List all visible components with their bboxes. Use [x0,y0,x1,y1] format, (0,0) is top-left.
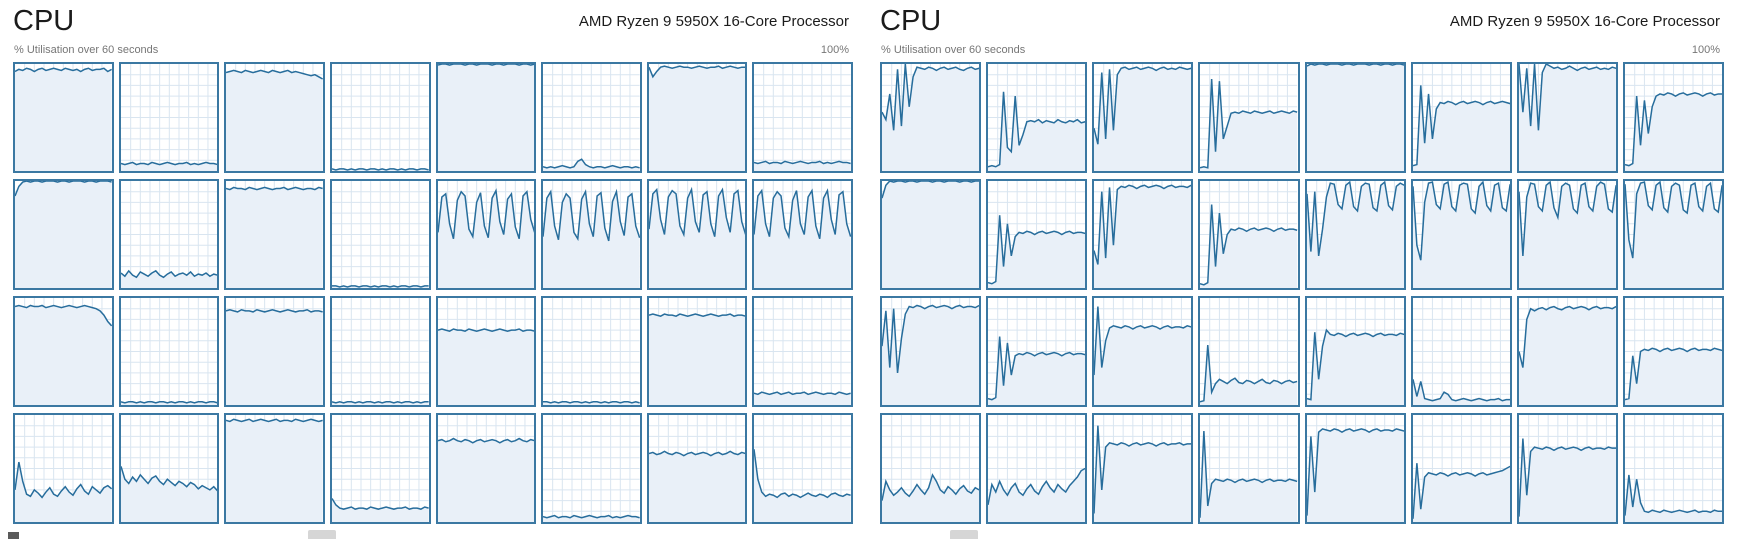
cpu-panel-right: CPU AMD Ryzen 9 5950X 16-Core Processor … [880,0,1724,539]
cpu-core-graph[interactable] [329,62,431,173]
cpu-core-graph[interactable] [1304,62,1406,173]
cpu-core-graph[interactable] [541,296,642,407]
cpu-core-graph[interactable] [646,179,748,290]
cpu-core-graph[interactable] [1198,62,1300,173]
cpu-core-graph[interactable] [224,62,325,173]
cpu-core-graph[interactable] [986,179,1088,290]
cpu-core-graph[interactable] [435,62,537,173]
scale-max-label: 100% [820,44,849,56]
cpu-core-graph[interactable] [435,413,537,524]
cpu-core-graph[interactable] [1304,413,1406,524]
cpu-core-graph[interactable] [880,62,982,173]
cpu-core-graph[interactable] [1622,62,1724,173]
cpu-core-graph[interactable] [646,296,748,407]
cpu-core-graph[interactable] [329,413,431,524]
taskbar-peek-artifact [950,530,978,539]
cpu-core-graph[interactable] [541,62,642,173]
cpu-core-graph[interactable] [329,296,431,407]
cpu-core-graph[interactable] [986,62,1088,173]
cpu-core-graph[interactable] [224,179,325,290]
cpu-core-graph[interactable] [1304,179,1406,290]
processor-name: AMD Ryzen 9 5950X 16-Core Processor [578,13,849,30]
cpu-core-graph[interactable] [1516,179,1618,290]
cpu-core-graph[interactable] [752,296,853,407]
cpu-core-graph[interactable] [224,413,325,524]
panel-subheader: % Utilisation over 60 seconds 100% [13,44,853,60]
cpu-core-graph[interactable] [752,179,853,290]
panel-header: CPU AMD Ryzen 9 5950X 16-Core Processor [13,4,853,44]
cpu-core-graph[interactable] [1410,62,1512,173]
cpu-core-graph[interactable] [1198,296,1300,407]
cpu-core-graph[interactable] [1304,296,1406,407]
cpu-core-graph[interactable] [541,413,642,524]
cpu-core-graph[interactable] [1092,296,1194,407]
cpu-core-graph[interactable] [986,296,1088,407]
cpu-core-graph[interactable] [1198,179,1300,290]
cpu-core-graph[interactable] [118,179,220,290]
cpu-core-graph[interactable] [1516,413,1618,524]
cpu-core-graph[interactable] [646,413,748,524]
cpu-core-graph[interactable] [1410,179,1512,290]
cpu-core-graph[interactable] [1410,296,1512,407]
cpu-core-graph[interactable] [1516,296,1618,407]
utilisation-axis-label: % Utilisation over 60 seconds [881,44,1026,56]
cpu-core-graph[interactable] [1092,413,1194,524]
cpu-core-graph[interactable] [118,296,220,407]
cpu-core-graph[interactable] [752,62,853,173]
cpu-core-graph[interactable] [646,62,748,173]
cpu-core-graph[interactable] [880,413,982,524]
cpu-core-graph[interactable] [1516,62,1618,173]
panel-subheader: % Utilisation over 60 seconds 100% [880,44,1724,60]
cpu-core-graph[interactable] [752,413,853,524]
scale-max-label: 100% [1691,44,1720,56]
cpu-core-graph[interactable] [1622,413,1724,524]
cpu-core-graph[interactable] [986,413,1088,524]
cpu-core-graph[interactable] [118,62,220,173]
cpu-core-graph[interactable] [435,296,537,407]
window-edge-artifact [8,532,19,539]
cpu-panel-left: CPU AMD Ryzen 9 5950X 16-Core Processor … [13,0,853,539]
cpu-core-graph[interactable] [1622,296,1724,407]
taskbar-peek-artifact [308,530,336,539]
page-title: CPU [880,5,942,37]
cpu-core-graph[interactable] [1622,179,1724,290]
cpu-core-graph[interactable] [1410,413,1512,524]
cpu-core-graph[interactable] [224,296,325,407]
page-title: CPU [13,5,75,37]
cpu-core-graph[interactable] [118,413,220,524]
cpu-core-graph[interactable] [880,296,982,407]
cpu-core-graph[interactable] [13,296,114,407]
cpu-core-graph[interactable] [541,179,642,290]
logical-processor-grid [880,62,1724,524]
cpu-core-graph[interactable] [13,413,114,524]
cpu-core-graph[interactable] [1198,413,1300,524]
cpu-core-graph[interactable] [1092,179,1194,290]
logical-processor-grid [13,62,853,524]
panel-header: CPU AMD Ryzen 9 5950X 16-Core Processor [880,4,1724,44]
cpu-core-graph[interactable] [13,179,114,290]
cpu-core-graph[interactable] [880,179,982,290]
cpu-core-graph[interactable] [329,179,431,290]
cpu-core-graph[interactable] [13,62,114,173]
processor-name: AMD Ryzen 9 5950X 16-Core Processor [1449,13,1720,30]
cpu-core-graph[interactable] [435,179,537,290]
utilisation-axis-label: % Utilisation over 60 seconds [14,44,159,56]
cpu-core-graph[interactable] [1092,62,1194,173]
